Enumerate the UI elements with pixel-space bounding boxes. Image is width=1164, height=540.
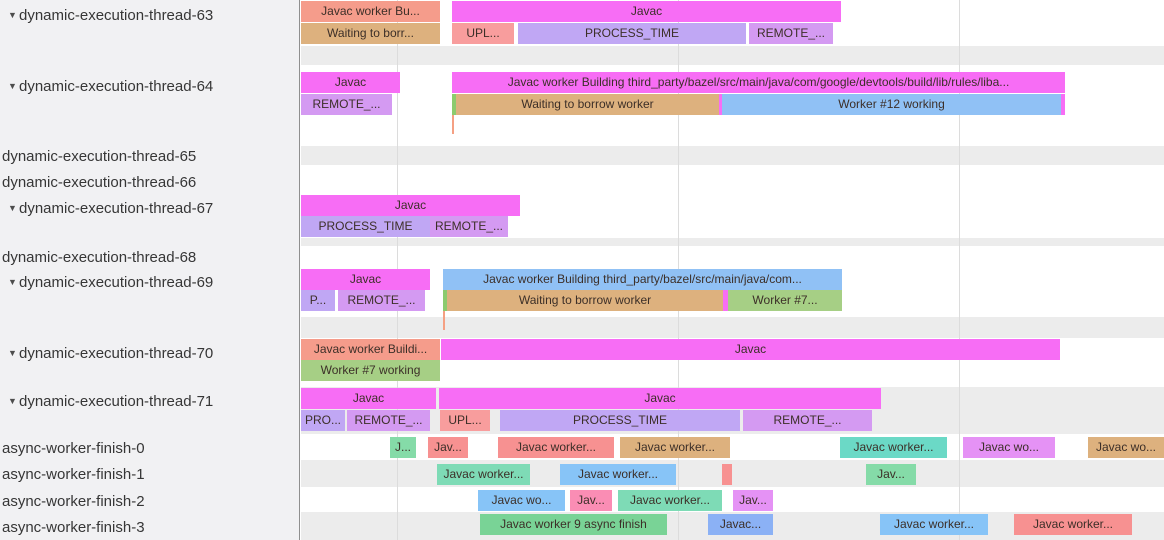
slice-bar[interactable]: Javac worker... (620, 437, 730, 458)
slice-bar[interactable]: Waiting to borrow worker (447, 290, 723, 311)
slice-bar[interactable]: Javac wo... (478, 490, 565, 511)
sidebar-item-dynamic-execution-thread-65[interactable]: dynamic-execution-thread-65 (2, 147, 196, 165)
slice-bar[interactable]: UPL... (452, 23, 514, 44)
slice-bar[interactable]: Javac worker Bu... (301, 1, 440, 22)
slice-bar[interactable]: PROCESS_TIME (301, 216, 430, 237)
slice-bar[interactable]: Javac (301, 72, 400, 93)
sidebar-item-dynamic-execution-thread-64[interactable]: ▼ dynamic-execution-thread-64 (6, 77, 213, 95)
slice-sliver[interactable] (723, 290, 728, 311)
timeline-row-band (301, 146, 1164, 165)
sidebar-item-dynamic-execution-thread-66[interactable]: dynamic-execution-thread-66 (2, 173, 196, 191)
slice-bar[interactable]: Javac worker... (618, 490, 722, 511)
slice-bar[interactable]: Javac (441, 339, 1060, 360)
slice-drop-line (443, 311, 445, 330)
slice-drop-line (452, 115, 454, 134)
slice-bar[interactable]: Javac worker... (1014, 514, 1132, 535)
slice-bar[interactable]: Javac (301, 269, 430, 290)
slice-bar[interactable]: REMOTE_... (347, 410, 430, 431)
slice-bar[interactable]: Worker #12 working (722, 94, 1061, 115)
timeline-row-band (301, 46, 1164, 65)
collapse-triangle-icon[interactable]: ▼ (8, 10, 17, 20)
timeline-row-band (301, 460, 1164, 487)
slice-bar[interactable]: Javac worker... (560, 464, 676, 485)
track-name-label: async-worker-finish-0 (2, 439, 145, 457)
sidebar-item-dynamic-execution-thread-71[interactable]: ▼ dynamic-execution-thread-71 (6, 392, 213, 410)
slice-bar[interactable]: Waiting to borrow worker (456, 94, 719, 115)
slice-bar[interactable]: Jav... (428, 437, 468, 458)
slice-bar[interactable]: Worker #7... (728, 290, 842, 311)
slice-bar[interactable]: REMOTE_... (338, 290, 425, 311)
slice-bar[interactable]: REMOTE_... (301, 94, 392, 115)
sidebar-item-async-worker-finish-1[interactable]: async-worker-finish-1 (2, 465, 145, 483)
track-name-label: dynamic-execution-thread-68 (2, 248, 197, 266)
slice-sliver[interactable] (443, 290, 447, 311)
track-name-label: dynamic-execution-thread-65 (2, 147, 197, 165)
slice-bar[interactable]: Javac worker... (880, 514, 988, 535)
track-name-label: dynamic-execution-thread-66 (2, 173, 197, 191)
collapse-triangle-icon[interactable]: ▼ (8, 203, 17, 213)
collapse-triangle-icon[interactable]: ▼ (8, 348, 17, 358)
track-name-label: dynamic-execution-thread-67 (19, 199, 214, 217)
slice-sliver[interactable] (452, 94, 456, 115)
slice-bar[interactable]: Javac worker 9 async finish (480, 514, 667, 535)
track-name-label: dynamic-execution-thread-64 (19, 77, 214, 95)
slice-bar[interactable]: Javac worker Building third_party/bazel/… (452, 72, 1065, 93)
slice-bar[interactable]: Javac (301, 195, 520, 216)
slice-bar[interactable]: Javac wo... (963, 437, 1055, 458)
slice-bar[interactable]: Javac (439, 388, 881, 409)
collapse-triangle-icon[interactable]: ▼ (8, 81, 17, 91)
sidebar-item-dynamic-execution-thread-67[interactable]: ▼ dynamic-execution-thread-67 (6, 199, 213, 217)
sidebar-item-dynamic-execution-thread-68[interactable]: dynamic-execution-thread-68 (2, 248, 196, 266)
timeline-row-band (301, 317, 1164, 338)
timeline-row-band (301, 238, 1164, 246)
slice-bar[interactable]: Javac (301, 388, 436, 409)
slice-sliver[interactable] (1061, 94, 1065, 115)
slice-bar[interactable]: PROCESS_TIME (518, 23, 746, 44)
track-name-label: async-worker-finish-1 (2, 465, 145, 483)
slice-bar[interactable]: Jav... (570, 490, 612, 511)
sidebar-track-list: ▼ dynamic-execution-thread-63 ▼ dynamic-exe… (0, 0, 300, 540)
track-name-label: async-worker-finish-3 (2, 518, 145, 536)
slice-bar[interactable]: Jav... (866, 464, 916, 485)
track-name-label: dynamic-execution-thread-69 (19, 273, 214, 291)
track-name-label: dynamic-execution-thread-63 (19, 6, 214, 24)
slice-bar[interactable]: PRO... (301, 410, 345, 431)
slice-bar[interactable]: Javac worker... (840, 437, 947, 458)
slice-bar[interactable]: Jav... (733, 490, 773, 511)
slice-bar[interactable]: Javac worker Building third_party/bazel/… (443, 269, 842, 290)
slice-bar[interactable]: Javac (452, 1, 841, 22)
slice-sliver[interactable] (719, 94, 722, 115)
timeline-canvas[interactable]: Javac worker Bu... Javac Waiting to borr..… (301, 0, 1164, 540)
slice-bar[interactable]: UPL... (440, 410, 490, 431)
collapse-triangle-icon[interactable]: ▼ (8, 396, 17, 406)
slice-bar[interactable]: P... (301, 290, 335, 311)
track-name-label: dynamic-execution-thread-70 (19, 344, 214, 362)
time-gridline (959, 0, 960, 540)
slice-bar[interactable]: Javac... (708, 514, 773, 535)
sidebar-item-async-worker-finish-3[interactable]: async-worker-finish-3 (2, 518, 145, 536)
track-name-label: dynamic-execution-thread-71 (19, 392, 214, 410)
slice-bar[interactable]: Worker #7 working (301, 360, 440, 381)
slice-bar[interactable]: Javac worker... (498, 437, 614, 458)
slice-bar[interactable]: Javac wo... (1088, 437, 1164, 458)
slice-bar[interactable]: Waiting to borr... (301, 23, 440, 44)
sidebar-item-dynamic-execution-thread-63[interactable]: ▼ dynamic-execution-thread-63 (6, 6, 213, 24)
slice-bar[interactable]: REMOTE_... (743, 410, 872, 431)
collapse-triangle-icon[interactable]: ▼ (8, 277, 17, 287)
sidebar-item-dynamic-execution-thread-69[interactable]: ▼ dynamic-execution-thread-69 (6, 273, 213, 291)
slice-bar[interactable]: PROCESS_TIME (500, 410, 740, 431)
slice-bar[interactable]: Javac worker Buildi... (301, 339, 440, 360)
track-name-label: async-worker-finish-2 (2, 492, 145, 510)
sidebar-item-async-worker-finish-0[interactable]: async-worker-finish-0 (2, 439, 145, 457)
slice-bar[interactable]: J... (390, 437, 416, 458)
slice-bar[interactable]: Javac worker... (437, 464, 530, 485)
sidebar-item-dynamic-execution-thread-70[interactable]: ▼ dynamic-execution-thread-70 (6, 344, 213, 362)
slice-sliver[interactable] (722, 464, 732, 485)
sidebar-item-async-worker-finish-2[interactable]: async-worker-finish-2 (2, 492, 145, 510)
slice-bar[interactable]: REMOTE_... (430, 216, 508, 237)
slice-bar[interactable]: REMOTE_... (749, 23, 833, 44)
